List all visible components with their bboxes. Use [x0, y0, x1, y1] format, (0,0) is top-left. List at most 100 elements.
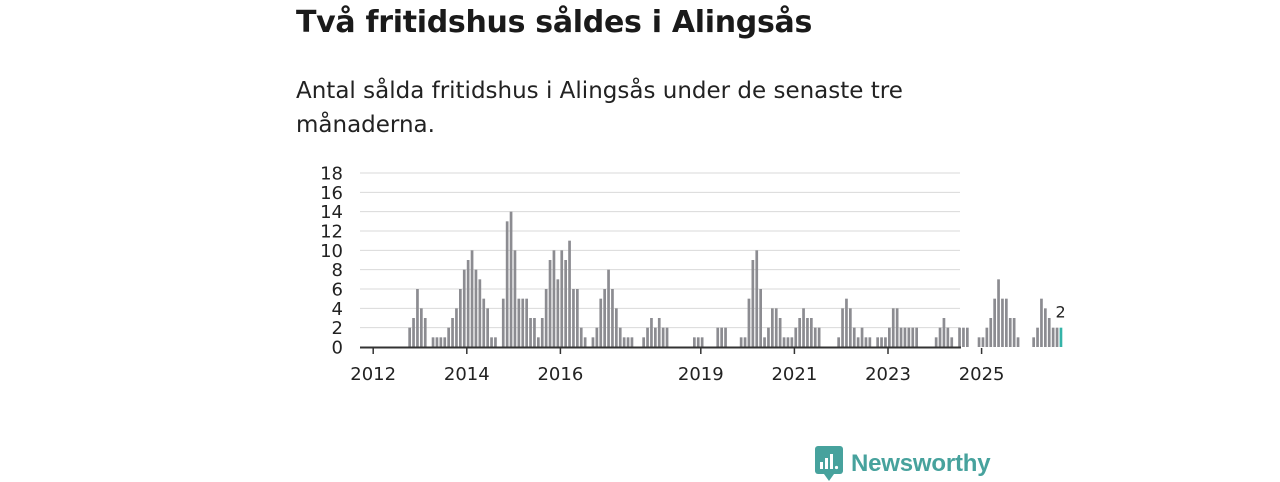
x-tick-label: 2025: [959, 364, 1005, 385]
bar: [466, 260, 470, 347]
bar: [626, 337, 630, 347]
y-tick-label: 16: [320, 183, 343, 204]
bar: [767, 327, 770, 347]
bar: [654, 327, 657, 347]
x-axis: 2012 2014 2016 2019 2021 2023 2025: [350, 346, 1005, 385]
bar: [985, 327, 989, 347]
bar: [447, 327, 450, 347]
bar: [657, 318, 661, 347]
bar: [864, 337, 868, 347]
bar: [716, 327, 720, 347]
bar: [743, 337, 747, 347]
bar: [548, 260, 552, 347]
bar: [423, 318, 427, 347]
latest-value-label: 2: [1056, 303, 1066, 322]
bar: [724, 327, 727, 347]
bar: [431, 337, 435, 347]
bar-latest: [1059, 327, 1063, 347]
y-tick-label: 18: [320, 164, 343, 185]
bar: [564, 260, 567, 347]
bar: [946, 327, 950, 347]
x-tick-label: 2021: [771, 364, 817, 385]
bar: [696, 337, 700, 347]
bar: [813, 327, 817, 347]
bar: [494, 337, 497, 347]
bar: [810, 318, 813, 347]
bar: [665, 327, 669, 347]
bar: [700, 337, 704, 347]
bar: [661, 327, 665, 347]
bar: [615, 308, 618, 347]
bar: [763, 337, 766, 347]
bar: [1044, 308, 1047, 347]
bar: [915, 327, 918, 347]
bar: [591, 337, 595, 347]
bar: [443, 337, 447, 347]
bar: [599, 298, 603, 347]
x-tick-label: 2014: [444, 364, 490, 385]
bar: [1008, 318, 1012, 347]
bar: [451, 318, 454, 347]
bar: [868, 337, 872, 347]
x-tick-label: 2012: [350, 364, 396, 385]
newsworthy-logo[interactable]: Newsworthy: [815, 446, 991, 482]
bar: [962, 327, 965, 347]
bar: [907, 327, 911, 347]
bar: [891, 308, 895, 347]
bar: [556, 279, 560, 347]
y-tick-label: 4: [332, 299, 343, 320]
bar: [572, 289, 575, 347]
bar: [786, 337, 790, 347]
bar: [720, 327, 723, 347]
bar: [888, 327, 891, 347]
bar: [509, 211, 513, 347]
data-labels: 2: [1056, 303, 1066, 322]
chart-subtitle: Antal sålda fritidshus i Alingsås under …: [296, 78, 903, 138]
bar: [981, 337, 985, 347]
bar: [989, 318, 993, 347]
bar: [774, 308, 778, 347]
bar: [778, 318, 782, 347]
bar: [1047, 318, 1051, 347]
bar: [856, 337, 860, 347]
y-tick-label: 2: [332, 318, 343, 339]
bar: [576, 289, 579, 347]
bar: [860, 327, 864, 347]
bar: [560, 250, 564, 347]
bar: [852, 327, 856, 347]
newsworthy-logo-text: Newsworthy: [851, 450, 991, 477]
bar: [845, 298, 848, 347]
bar: [942, 318, 946, 347]
bar: [950, 337, 954, 347]
chart-title: Två fritidshus såldes i Alingsås: [296, 5, 813, 40]
bar: [607, 269, 610, 347]
bars: [408, 211, 1063, 347]
newsworthy-logo-icon: [815, 446, 843, 481]
bar: [903, 327, 907, 347]
bar: [794, 327, 798, 347]
x-tick-label: 2019: [678, 364, 724, 385]
bar: [1012, 318, 1016, 347]
bar: [618, 327, 622, 347]
bar: [1036, 327, 1039, 347]
bar: [459, 289, 462, 347]
bar: [603, 289, 606, 347]
bar: [525, 298, 528, 347]
bar: [439, 337, 443, 347]
bar: [505, 221, 509, 347]
bar: [412, 318, 415, 347]
bar: [416, 289, 419, 347]
bar: [646, 327, 649, 347]
bar: [420, 308, 423, 347]
bar: [517, 298, 521, 347]
bar: [529, 318, 532, 347]
bar: [486, 308, 489, 347]
bar: [595, 327, 599, 347]
bar: [798, 318, 801, 347]
bar: [693, 337, 696, 347]
bar: [579, 327, 583, 347]
y-tick-label: 0: [332, 338, 343, 359]
bar: [583, 337, 587, 347]
bar: [552, 250, 556, 347]
